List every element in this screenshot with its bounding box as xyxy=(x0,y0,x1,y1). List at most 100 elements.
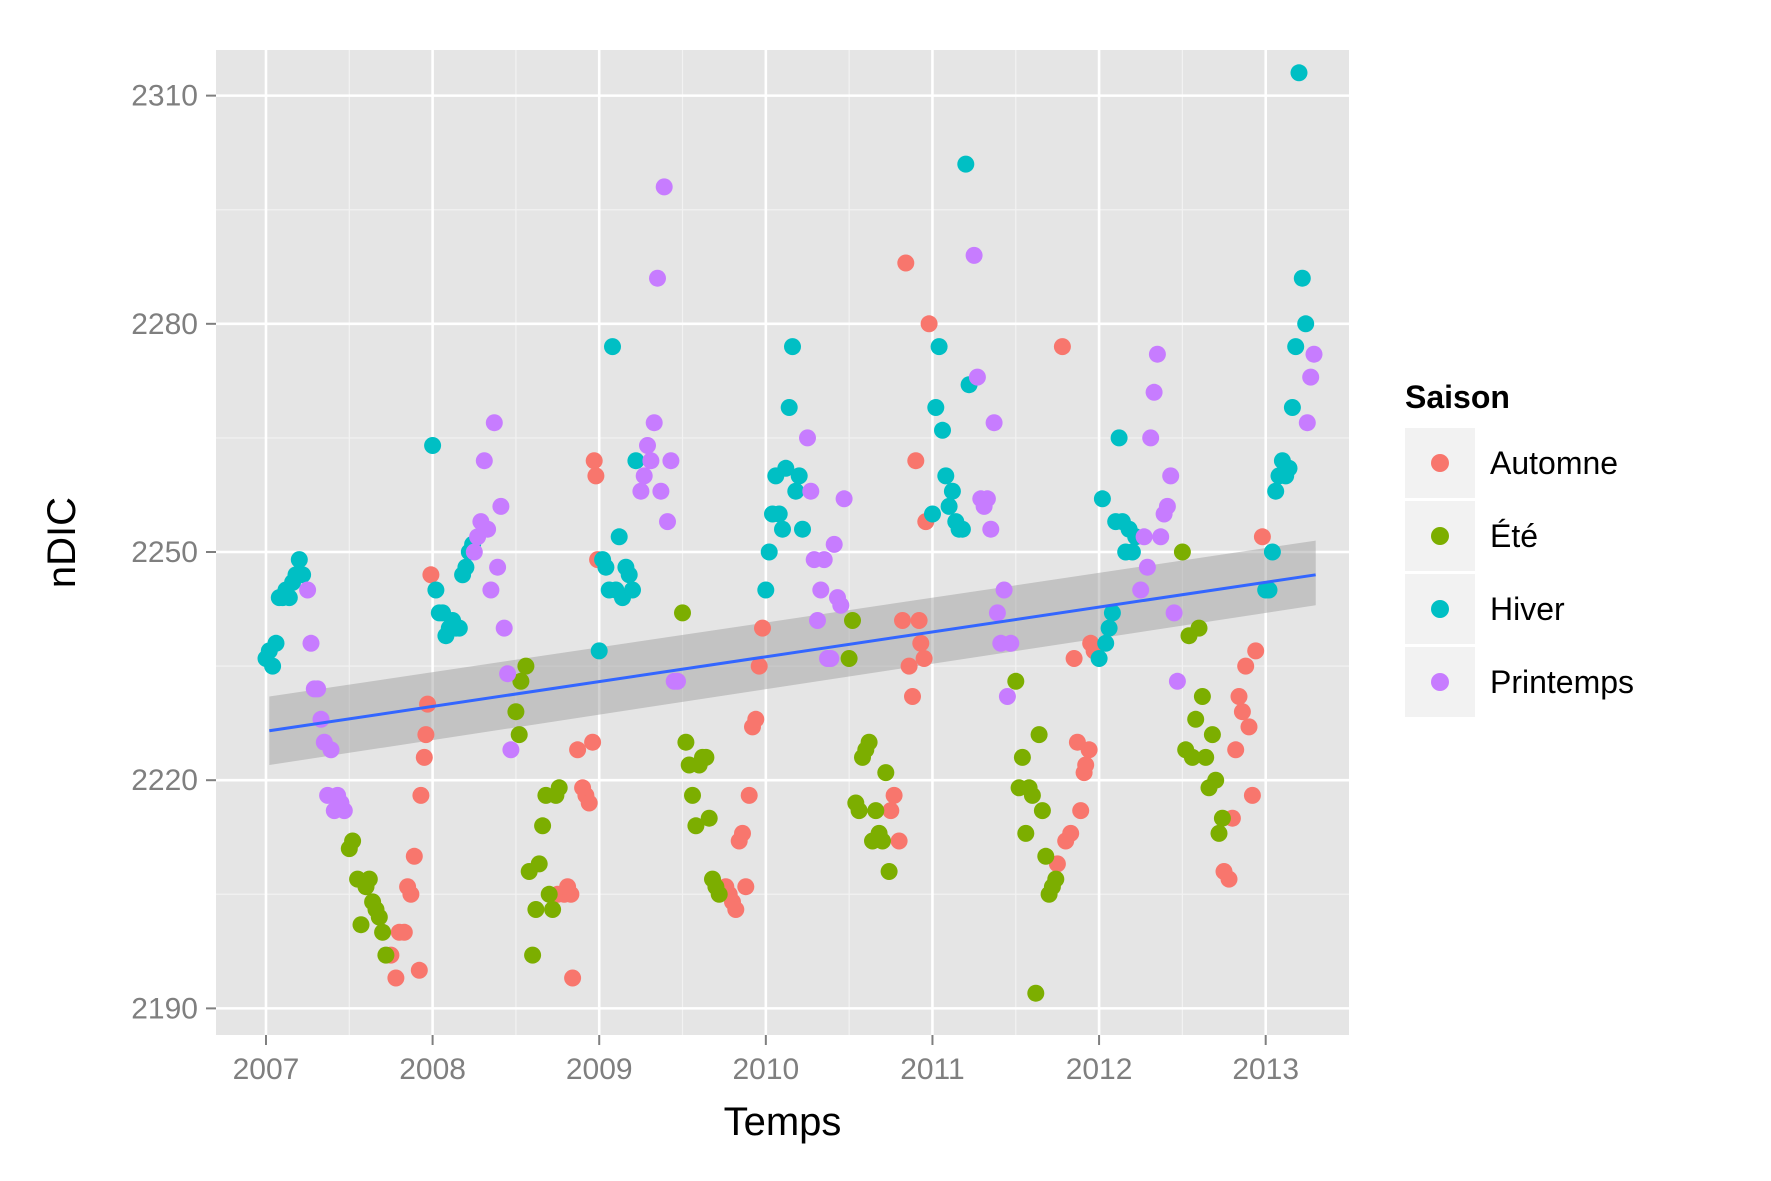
x-tick-label: 2013 xyxy=(1232,1053,1299,1086)
data-point xyxy=(882,802,900,820)
data-point xyxy=(1203,726,1221,744)
data-point xyxy=(1037,847,1055,865)
data-point xyxy=(465,543,483,561)
data-point xyxy=(1002,634,1020,652)
data-point xyxy=(1138,558,1156,576)
data-point xyxy=(1183,748,1201,766)
series-Été xyxy=(340,543,1231,1002)
data-point xyxy=(998,688,1016,705)
y-tick-label: 2220 xyxy=(131,764,198,797)
data-point xyxy=(835,490,853,508)
legend-marker xyxy=(1431,527,1449,545)
data-point xyxy=(1213,809,1231,827)
data-point xyxy=(1243,786,1261,804)
series-Automne xyxy=(382,254,1271,987)
data-point xyxy=(492,497,510,515)
y-tick-label: 2250 xyxy=(131,536,198,569)
data-point xyxy=(1197,748,1215,766)
legend: Saison Automne Été Hiver Printemps xyxy=(1405,379,1634,717)
data-point xyxy=(302,634,320,652)
data-point xyxy=(894,612,911,629)
data-point xyxy=(669,672,686,690)
data-point xyxy=(412,786,430,804)
data-point xyxy=(1305,345,1323,363)
data-point xyxy=(747,710,765,728)
data-point xyxy=(770,505,788,523)
data-point xyxy=(940,497,958,515)
data-point xyxy=(635,467,653,485)
data-point xyxy=(1267,482,1285,500)
data-point xyxy=(957,155,975,173)
legend-item-Été: Été xyxy=(1405,501,1538,571)
data-point xyxy=(965,246,983,264)
y-tick-label: 2190 xyxy=(131,992,198,1025)
data-point xyxy=(1065,650,1083,667)
y-tick-label: 2280 xyxy=(131,308,198,341)
data-point xyxy=(754,619,771,637)
data-point xyxy=(920,315,938,333)
data-point xyxy=(1190,619,1208,637)
data-point xyxy=(1030,726,1048,744)
data-point xyxy=(360,870,378,888)
data-point xyxy=(489,558,507,576)
data-point xyxy=(585,452,603,470)
data-point xyxy=(507,703,525,721)
data-point xyxy=(885,786,903,804)
data-point xyxy=(417,726,435,744)
data-point xyxy=(1158,497,1176,515)
data-point xyxy=(1168,672,1186,690)
data-point xyxy=(322,741,340,759)
data-point xyxy=(1053,338,1071,356)
data-point xyxy=(299,581,317,599)
data-point xyxy=(290,551,308,569)
data-point xyxy=(780,399,798,416)
data-point xyxy=(1240,718,1258,736)
data-point xyxy=(652,482,670,500)
legend-item-Printemps: Printemps xyxy=(1405,647,1634,717)
data-point xyxy=(427,581,445,599)
data-point xyxy=(1247,642,1265,660)
data-point xyxy=(584,733,602,751)
legend-marker xyxy=(1431,600,1449,618)
data-point xyxy=(415,748,433,766)
trend-line-layer xyxy=(269,573,1316,733)
data-point xyxy=(1187,710,1205,728)
data-point xyxy=(1100,619,1118,637)
data-point xyxy=(1013,748,1031,766)
data-point xyxy=(1123,543,1141,561)
data-point xyxy=(912,634,930,652)
data-point xyxy=(655,178,673,196)
data-point xyxy=(482,581,500,599)
data-point xyxy=(777,459,795,477)
x-tick-label: 2010 xyxy=(732,1053,799,1086)
data-point xyxy=(825,535,843,553)
data-point xyxy=(534,817,552,835)
data-point xyxy=(737,878,755,896)
data-point xyxy=(569,741,587,759)
data-point xyxy=(1173,543,1191,561)
series-Hiver xyxy=(257,64,1315,675)
data-point xyxy=(502,741,520,759)
data-point xyxy=(794,520,811,538)
data-point xyxy=(700,809,718,827)
legend-marker xyxy=(1431,454,1449,472)
legend-label: Été xyxy=(1490,518,1538,554)
data-point xyxy=(840,650,858,667)
data-point xyxy=(978,490,996,508)
data-point xyxy=(860,733,878,751)
data-point xyxy=(604,338,621,356)
data-point xyxy=(639,437,656,454)
data-point xyxy=(684,786,701,804)
data-point xyxy=(1290,64,1308,82)
data-point xyxy=(1023,786,1041,804)
data-point xyxy=(874,832,891,850)
legend-marker xyxy=(1431,673,1449,691)
data-point xyxy=(784,338,801,356)
data-point xyxy=(910,612,928,629)
data-point xyxy=(344,832,362,850)
data-point xyxy=(1097,634,1115,652)
data-point xyxy=(1093,490,1111,508)
data-point xyxy=(264,657,282,675)
